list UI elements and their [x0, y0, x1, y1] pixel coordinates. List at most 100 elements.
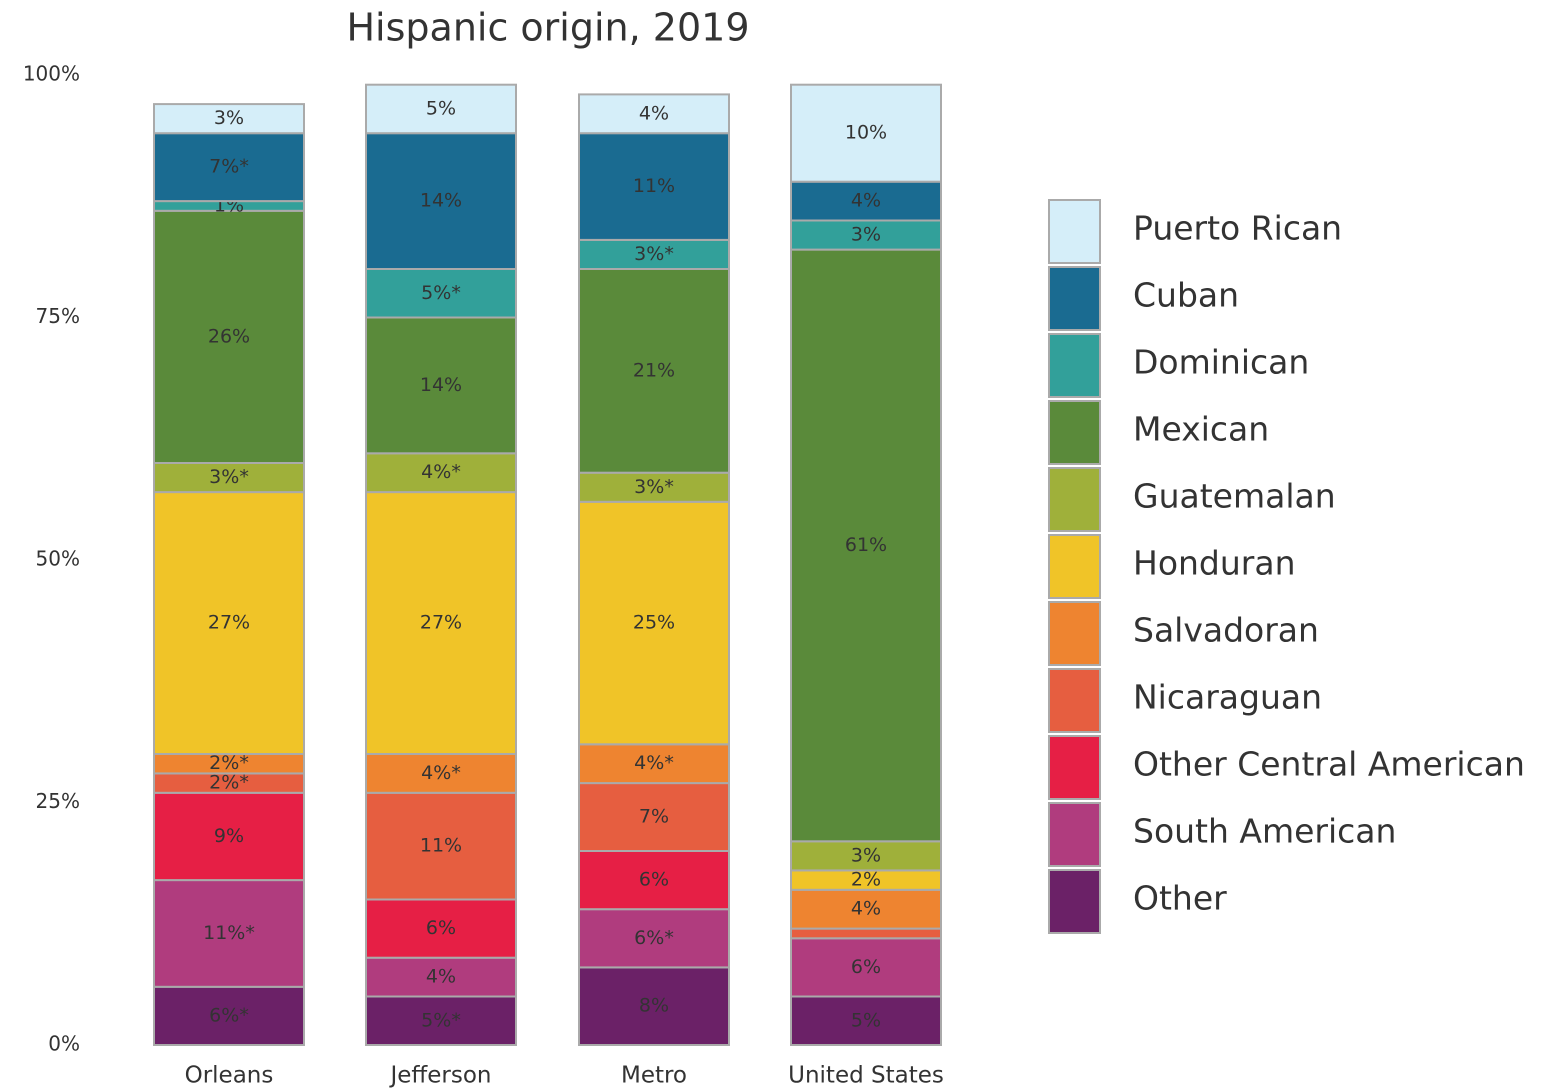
bar-segment	[153, 209, 305, 464]
value-label: 10%	[845, 122, 887, 144]
legend-swatch	[1048, 869, 1101, 934]
chart-title: Hispanic origin, 2019	[346, 6, 749, 50]
x-tick-label: Metro	[621, 1063, 687, 1089]
bar-segment	[153, 879, 305, 988]
value-label: 3%*	[209, 466, 249, 488]
legend-swatch	[1048, 266, 1101, 331]
bar-segment	[578, 238, 730, 270]
value-label: 4%*	[634, 752, 674, 774]
value-label: 5%*	[421, 282, 461, 304]
legend-swatch	[1048, 735, 1101, 800]
legend-label: Puerto Rican	[1133, 209, 1342, 248]
legend-swatch	[1048, 534, 1101, 599]
bar-segment	[790, 219, 942, 251]
x-tick-label: Jefferson	[388, 1063, 491, 1089]
y-tick-label: 50%	[36, 547, 80, 571]
bar-segment	[790, 83, 942, 183]
value-label: 5%*	[421, 1009, 461, 1031]
bar-segment	[153, 103, 305, 135]
value-label: 4%*	[421, 461, 461, 483]
x-tick-label: Orleans	[185, 1063, 274, 1089]
value-label: 4%*	[421, 762, 461, 784]
bar-segment	[790, 888, 942, 930]
value-label: 6%	[851, 956, 881, 978]
legend-swatch	[1048, 802, 1101, 867]
legend-label: Salvadoran	[1133, 611, 1319, 650]
legend-label: Mexican	[1133, 410, 1269, 449]
value-label: 26%	[208, 325, 250, 347]
value-label: 14%	[420, 190, 462, 212]
bar-segment	[578, 782, 730, 852]
value-label: 4%	[851, 898, 881, 920]
bar-segment	[578, 132, 730, 241]
bar-segment	[578, 850, 730, 911]
legend-label: Honduran	[1133, 544, 1296, 583]
value-label: 3%	[214, 107, 244, 129]
value-label: 3%	[851, 844, 881, 866]
bar-segment	[365, 268, 517, 319]
value-label: 4%	[426, 966, 456, 988]
value-label: 3%	[851, 224, 881, 246]
value-label: 11%*	[203, 922, 255, 944]
value-label: 21%	[633, 359, 675, 381]
value-label: 3%*	[634, 243, 674, 265]
bar-segment	[365, 791, 517, 901]
bar-segment	[365, 316, 517, 455]
legend-swatch	[1048, 601, 1101, 666]
legend-swatch	[1048, 199, 1101, 264]
bar-segment	[790, 840, 942, 872]
value-label: 27%	[420, 612, 462, 634]
legend-label: Cuban	[1133, 276, 1239, 315]
legend-swatch	[1048, 467, 1101, 532]
y-tick-label: 25%	[36, 789, 80, 813]
legend-label: Other	[1133, 879, 1227, 918]
y-tick-label: 75%	[36, 304, 80, 328]
bar-segment	[365, 753, 517, 794]
bar-segment	[365, 452, 517, 494]
bar-segment	[790, 927, 942, 940]
value-label: 7%	[639, 806, 669, 828]
bar-segment	[153, 462, 305, 494]
value-label: 8%	[639, 995, 669, 1017]
bar-segment	[365, 898, 517, 959]
bar-segment	[365, 995, 517, 1046]
value-label: 6%*	[209, 1004, 249, 1026]
value-label: 2%	[851, 869, 881, 891]
bar-segment	[365, 83, 517, 135]
bar-segment	[365, 132, 517, 270]
bar-segment	[790, 248, 942, 843]
value-label: 5%	[851, 1009, 881, 1031]
x-tick-label: United States	[788, 1063, 944, 1089]
value-label: 7%*	[209, 156, 249, 178]
legend-label: Other Central American	[1133, 745, 1525, 784]
value-label: 14%	[420, 374, 462, 396]
bar-segment	[578, 500, 730, 746]
bar-segment	[790, 180, 942, 222]
value-label: 4%	[851, 190, 881, 212]
bar-segment	[578, 908, 730, 969]
value-label: 5%	[426, 97, 456, 119]
bar-segment	[153, 132, 305, 203]
value-label: 6%	[639, 869, 669, 891]
value-label: 6%*	[634, 927, 674, 949]
bar-segment	[153, 985, 305, 1046]
value-label: 27%	[208, 612, 250, 634]
bar-segment	[578, 93, 730, 135]
value-label: 9%	[214, 825, 244, 847]
value-label: 11%	[420, 835, 462, 857]
y-tick-label: 100%	[23, 62, 80, 86]
bar-segment	[790, 937, 942, 998]
value-label: 6%	[426, 917, 456, 939]
bar-segment	[578, 966, 730, 1047]
value-label: 11%	[633, 175, 675, 197]
legend-label: Dominican	[1133, 343, 1309, 382]
value-label: 25%	[633, 612, 675, 634]
bar-segment	[365, 491, 517, 755]
y-tick-label: 0%	[48, 1032, 80, 1056]
legend-label: Guatemalan	[1133, 477, 1336, 516]
value-label: 61%	[845, 534, 887, 556]
value-label: 2%*	[209, 772, 249, 794]
value-label: 2%*	[209, 752, 249, 774]
legend-label: South American	[1133, 812, 1396, 851]
